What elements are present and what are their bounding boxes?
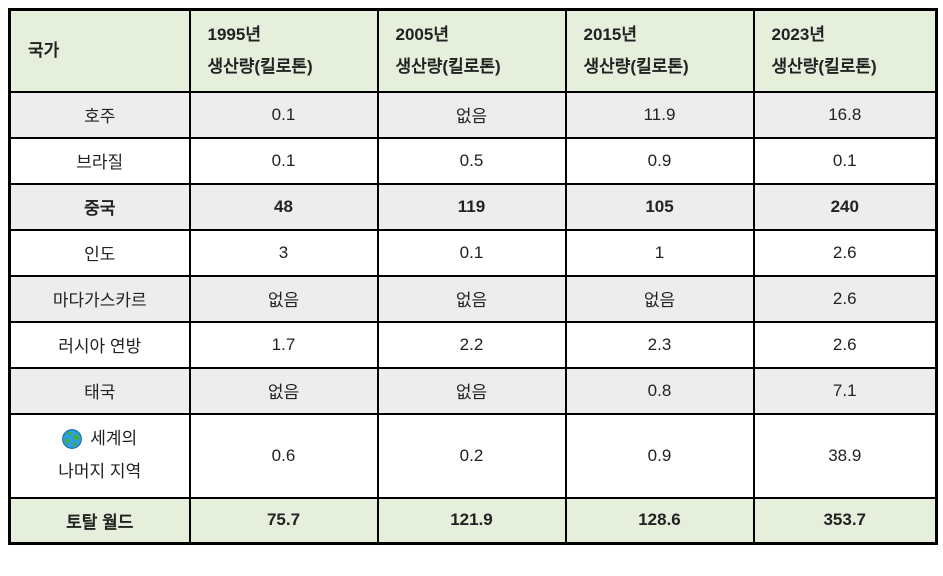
value-cell: 119 xyxy=(376,182,567,231)
value-cell: 11.9 xyxy=(564,90,755,139)
table-row-madagascar: 마다가스카르 없음 없음 없음 2.6 xyxy=(8,274,938,323)
col-header-year: 2005년 xyxy=(395,25,449,45)
value-cell: 0.9 xyxy=(564,136,755,185)
value-cell: 2.6 xyxy=(752,274,938,323)
value-cell: 없음 xyxy=(564,274,755,323)
total-value-cell: 75.7 xyxy=(188,496,379,545)
table-row-thailand: 태국 없음 없음 0.8 7.1 xyxy=(8,366,938,415)
table-row-rest-of-world: 세계의 나머지 지역 0.6 0.2 0.9 38.9 xyxy=(8,412,938,499)
value-cell: 240 xyxy=(752,182,938,231)
col-header-country: 국가 xyxy=(8,8,191,93)
production-table: 국가 1995년 생산량(킬로톤) 2005년 생산량(킬로톤) 2015년 생… xyxy=(8,8,938,545)
value-cell: 0.1 xyxy=(752,136,938,185)
value-cell: 105 xyxy=(564,182,755,231)
value-cell: 0.2 xyxy=(376,412,567,499)
value-cell: 38.9 xyxy=(752,412,938,499)
value-cell: 없음 xyxy=(188,274,379,323)
value-cell: 없음 xyxy=(376,90,567,139)
col-header-measure: 생산량(킬로톤) xyxy=(771,56,877,76)
value-cell: 0.1 xyxy=(188,136,379,185)
value-cell: 1.7 xyxy=(188,320,379,369)
value-cell: 없음 xyxy=(376,366,567,415)
col-header-measure: 생산량(킬로톤) xyxy=(395,56,501,76)
col-header-2015: 2015년 생산량(킬로톤) xyxy=(564,8,755,93)
value-cell: 16.8 xyxy=(752,90,938,139)
production-table-container: 국가 1995년 생산량(킬로톤) 2005년 생산량(킬로톤) 2015년 생… xyxy=(8,8,938,545)
total-value-cell: 121.9 xyxy=(376,496,567,545)
value-cell: 0.5 xyxy=(376,136,567,185)
col-header-2023: 2023년 생산량(킬로톤) xyxy=(752,8,938,93)
globe-icon xyxy=(62,429,83,450)
country-cell: 인도 xyxy=(8,228,191,277)
value-cell: 없음 xyxy=(376,274,567,323)
col-header-year: 2023년 xyxy=(771,25,825,45)
value-cell: 7.1 xyxy=(752,366,938,415)
table-row-india: 인도 3 0.1 1 2.6 xyxy=(8,228,938,277)
table-row-china: 중국 48 119 105 240 xyxy=(8,182,938,231)
value-cell: 0.9 xyxy=(564,412,755,499)
value-cell: 없음 xyxy=(188,366,379,415)
country-cell: 태국 xyxy=(8,366,191,415)
col-header-year: 2015년 xyxy=(583,25,637,45)
header-row: 국가 1995년 생산량(킬로톤) 2005년 생산량(킬로톤) 2015년 생… xyxy=(8,8,938,93)
value-cell: 0.1 xyxy=(376,228,567,277)
country-cell: 중국 xyxy=(8,182,191,231)
col-header-2005: 2005년 생산량(킬로톤) xyxy=(376,8,567,93)
country-cell: 브라질 xyxy=(8,136,191,185)
col-header-measure: 생산량(킬로톤) xyxy=(207,56,313,76)
col-header-country-label: 국가 xyxy=(28,41,60,61)
country-cell: 러시아 연방 xyxy=(8,320,191,369)
value-cell: 2.3 xyxy=(564,320,755,369)
value-cell: 2.6 xyxy=(752,320,938,369)
value-cell: 0.8 xyxy=(564,366,755,415)
value-cell: 2.2 xyxy=(376,320,567,369)
value-cell: 1 xyxy=(564,228,755,277)
value-cell: 3 xyxy=(188,228,379,277)
col-header-measure: 생산량(킬로톤) xyxy=(583,56,689,76)
col-header-1995: 1995년 생산량(킬로톤) xyxy=(188,8,379,93)
value-cell: 48 xyxy=(188,182,379,231)
table-row-total-world: 토탈 월드 75.7 121.9 128.6 353.7 xyxy=(8,496,938,545)
country-label-line2: 나머지 지역 xyxy=(58,461,142,481)
country-cell: 마다가스카르 xyxy=(8,274,191,323)
total-value-cell: 128.6 xyxy=(564,496,755,545)
country-cell: 세계의 나머지 지역 xyxy=(8,412,191,499)
table-row-russia: 러시아 연방 1.7 2.2 2.3 2.6 xyxy=(8,320,938,369)
country-cell: 호주 xyxy=(8,90,191,139)
total-label-cell: 토탈 월드 xyxy=(8,496,191,545)
table-row-brazil: 브라질 0.1 0.5 0.9 0.1 xyxy=(8,136,938,185)
total-value-cell: 353.7 xyxy=(752,496,938,545)
value-cell: 0.1 xyxy=(188,90,379,139)
country-label-line1: 세계의 xyxy=(90,429,138,449)
value-cell: 2.6 xyxy=(752,228,938,277)
col-header-year: 1995년 xyxy=(207,25,261,45)
table-row-australia: 호주 0.1 없음 11.9 16.8 xyxy=(8,90,938,139)
value-cell: 0.6 xyxy=(188,412,379,499)
